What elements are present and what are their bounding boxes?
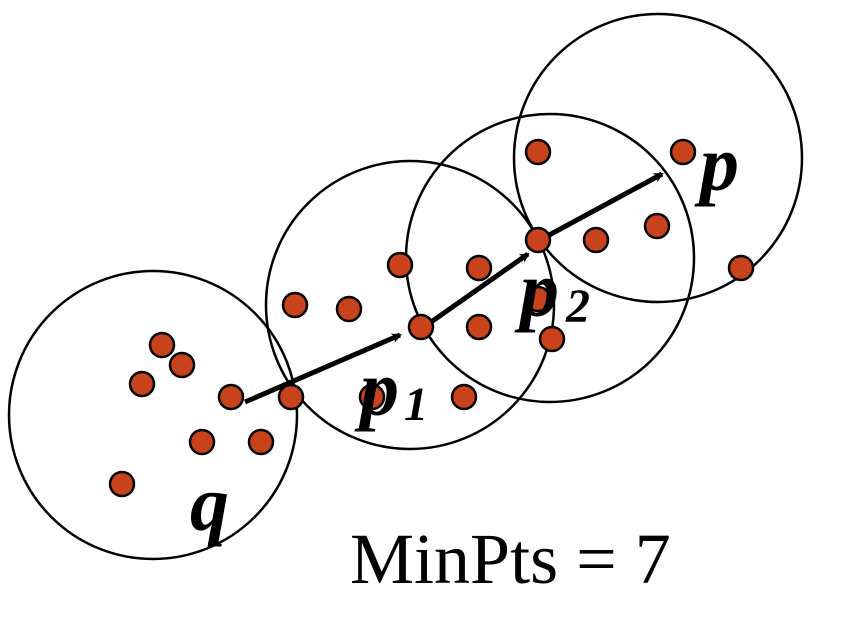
data-point — [358, 383, 386, 411]
data-point — [643, 212, 671, 240]
data-point — [524, 285, 552, 313]
data-point — [148, 331, 176, 359]
data-points — [108, 138, 755, 498]
neighborhood-circles — [7, 12, 804, 561]
data-point — [407, 313, 435, 341]
data-point — [465, 254, 493, 282]
label-p2: p — [514, 246, 559, 333]
data-point — [465, 313, 493, 341]
data-point — [108, 470, 136, 498]
data-point — [217, 383, 245, 411]
data-point — [450, 383, 478, 411]
label-p1-subscript: 1 — [404, 378, 428, 431]
minpts-label: MinPts = 7 — [350, 519, 671, 599]
data-point — [277, 383, 305, 411]
arrow-p1-to-p2 — [422, 251, 530, 330]
data-point — [727, 254, 755, 282]
arrow-p2-to-p — [538, 171, 664, 243]
data-point — [247, 428, 275, 456]
label-q: q — [190, 460, 229, 547]
data-point — [538, 325, 566, 353]
data-point — [524, 138, 552, 166]
neighborhood-p — [512, 12, 804, 304]
data-point — [128, 370, 156, 398]
data-point — [188, 428, 216, 456]
neighborhood-q — [7, 269, 299, 561]
label-p1: p — [354, 345, 399, 432]
data-point — [281, 291, 309, 319]
data-point — [335, 295, 363, 323]
data-point — [582, 226, 610, 254]
reachability-arrows — [244, 171, 664, 405]
arrow-q-to-p1 — [244, 332, 402, 405]
data-point — [524, 226, 552, 254]
label-p2-subscript: 2 — [565, 280, 590, 333]
neighborhood-p1 — [264, 159, 556, 451]
label-p: p — [694, 120, 739, 207]
data-point — [669, 138, 697, 166]
data-point — [168, 351, 196, 379]
data-point — [386, 251, 414, 279]
